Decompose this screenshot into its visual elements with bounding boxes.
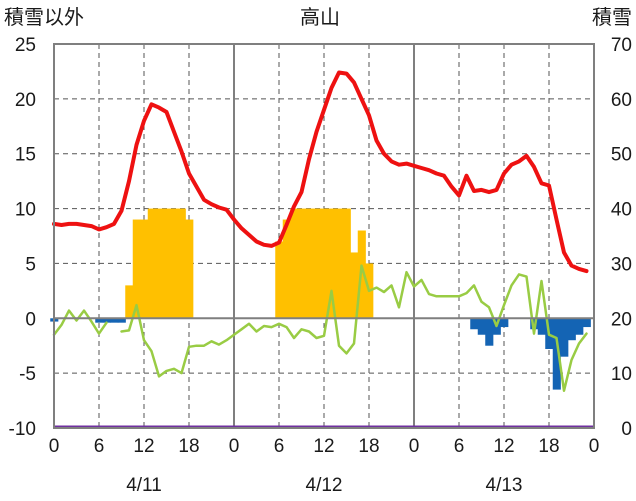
- bar: [275, 241, 284, 319]
- x-tick-label: 12: [493, 436, 514, 457]
- bar: [117, 318, 126, 323]
- bar: [477, 318, 486, 335]
- left-tick-label: 25: [15, 35, 36, 56]
- left-tick-label: -10: [9, 419, 36, 440]
- bar: [132, 219, 141, 319]
- right-tick-label: 60: [611, 90, 632, 111]
- bar: [320, 208, 329, 319]
- chart-title: 高山: [300, 5, 340, 29]
- x-tick-label: 6: [274, 436, 285, 457]
- bar: [102, 318, 111, 323]
- right-tick-label: 70: [611, 35, 632, 56]
- line-layer: [52, 70, 589, 392]
- left-axis-label: 積雪以外: [4, 5, 84, 29]
- bar: [485, 318, 494, 346]
- x-tick-label: 0: [409, 436, 420, 457]
- x-tick-label: 0: [229, 436, 240, 457]
- left-tick-label: 5: [25, 254, 36, 275]
- bar-layer: [50, 208, 591, 390]
- bar: [147, 208, 156, 319]
- right-tick-label: 30: [611, 254, 632, 275]
- bar: [282, 219, 291, 319]
- x-tick-label: 12: [133, 436, 154, 457]
- right-tick-label: 50: [611, 145, 632, 166]
- bar: [95, 318, 104, 323]
- bar: [140, 219, 149, 319]
- bar: [500, 318, 509, 328]
- series-line-red: [52, 70, 589, 274]
- x-tick-label: 12: [313, 436, 334, 457]
- bar: [185, 219, 194, 319]
- bar: [312, 208, 321, 319]
- x-tick-label: 18: [538, 436, 559, 457]
- bar: [155, 208, 164, 319]
- left-tick-label: 20: [15, 90, 36, 111]
- plot-frame: [53, 43, 595, 429]
- bar: [552, 318, 561, 390]
- left-tick-label: -5: [19, 364, 36, 385]
- frame-layer: [53, 43, 595, 429]
- bar: [305, 208, 314, 319]
- bar: [537, 318, 546, 335]
- bar: [335, 208, 344, 319]
- series-line-green: [52, 264, 588, 392]
- left-tick-label: 10: [15, 200, 36, 221]
- bar: [575, 318, 584, 335]
- date-label: 4/13: [486, 475, 523, 496]
- bar: [290, 208, 299, 319]
- right-tick-label: 10: [611, 364, 632, 385]
- right-tick-label: 20: [611, 309, 632, 330]
- bar: [342, 208, 351, 319]
- bar: [470, 318, 479, 330]
- bar: [582, 318, 591, 328]
- right-tick-label: 0: [621, 419, 632, 440]
- x-tick-label: 6: [454, 436, 465, 457]
- x-tick-label: 18: [178, 436, 199, 457]
- bar: [125, 285, 134, 319]
- date-label: 4/12: [306, 475, 343, 496]
- x-tick-label: 0: [49, 436, 60, 457]
- bar: [567, 318, 576, 341]
- bar: [110, 318, 119, 323]
- bar: [170, 208, 179, 319]
- x-tick-label: 6: [94, 436, 105, 457]
- bar: [350, 252, 359, 319]
- left-tick-label: 15: [15, 145, 36, 166]
- right-axis-label: 積雪: [592, 5, 632, 29]
- bar: [560, 318, 569, 357]
- right-tick-label: 40: [611, 200, 632, 221]
- x-tick-label: 18: [358, 436, 379, 457]
- bar: [327, 208, 336, 319]
- date-label: 4/11: [126, 475, 162, 496]
- bar: [297, 208, 306, 319]
- bar: [162, 208, 171, 319]
- bar: [177, 208, 186, 319]
- left-tick-label: 0: [25, 309, 36, 330]
- x-tick-label: 0: [589, 436, 600, 457]
